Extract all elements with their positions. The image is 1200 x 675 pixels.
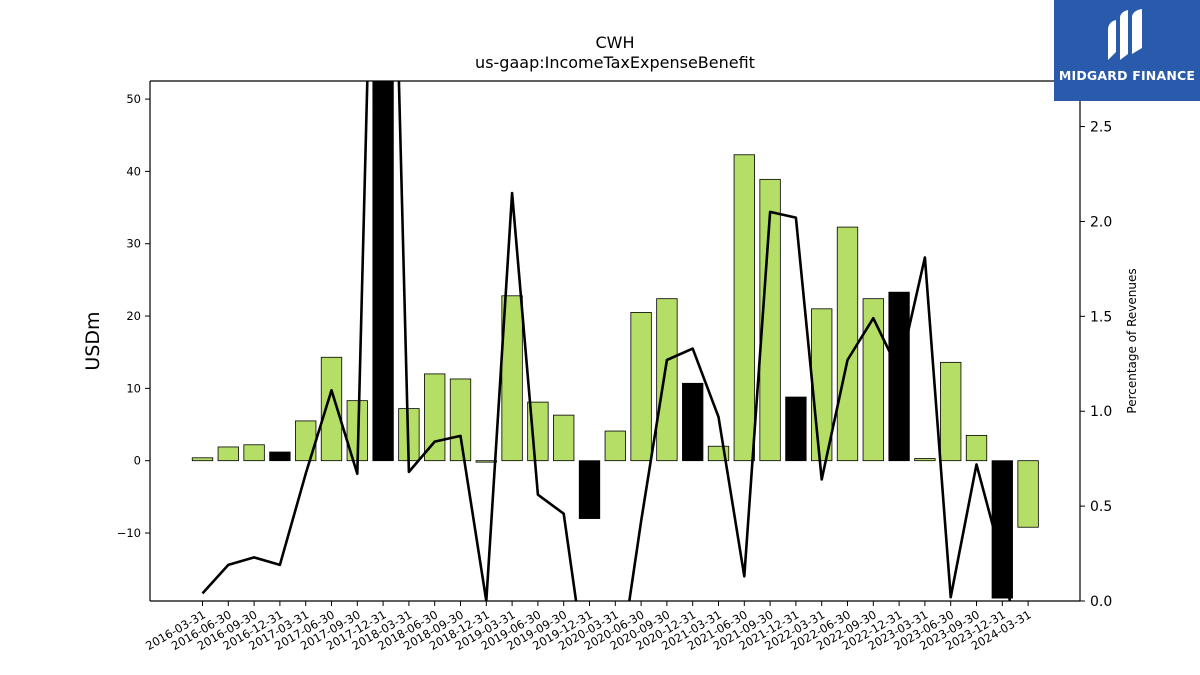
y2-tick-label: 1.5 — [1090, 309, 1112, 325]
logo: MIDGARD FINANCE — [1054, 0, 1200, 101]
y-tick-label: −10 — [117, 526, 141, 540]
bar-2019-12-31 — [578, 460, 601, 519]
bars-group — [191, 81, 1039, 599]
bar-2023-12-31 — [991, 460, 1013, 599]
bar-2022-06-30 — [836, 226, 859, 462]
bar-2024-03-31 — [1017, 460, 1039, 528]
y2-tick-label: 2.5 — [1090, 120, 1112, 136]
bar-2023-03-31 — [914, 458, 936, 462]
bar-2022-12-31 — [888, 291, 910, 462]
y2-tick-label: 2.0 — [1090, 214, 1112, 230]
bar-2016-06-30 — [217, 446, 239, 462]
bar-2020-09-30 — [656, 298, 678, 462]
y-tick-label: 30 — [126, 237, 141, 251]
y2-tick-label: 0.5 — [1090, 499, 1112, 515]
y2-axis-label: Percentage of Revenues — [1125, 268, 1139, 413]
y-tick-label: 40 — [126, 164, 141, 178]
y-tick-label: 0 — [134, 454, 141, 468]
bar-2019-09-30 — [553, 414, 575, 462]
bar-2022-03-31 — [811, 308, 833, 462]
bar-2018-09-30 — [449, 378, 472, 462]
y2-tick-label: 1.0 — [1090, 404, 1112, 420]
bar-2016-12-31 — [269, 451, 291, 462]
bar-2020-03-31 — [604, 430, 626, 462]
bar-2017-06-30 — [320, 356, 343, 462]
revenue-percentage-line — [201, 81, 1012, 601]
chart-subtitle: us-gaap:IncomeTaxExpenseBenefit — [475, 53, 755, 72]
bar-2020-12-31 — [682, 382, 704, 462]
axes-group: −10010203040500.00.51.01.52.02.52016-03-… — [117, 80, 1112, 653]
bar-2016-09-30 — [243, 444, 265, 462]
bar-2018-12-31 — [475, 460, 497, 463]
bar-2019-03-31 — [501, 295, 523, 462]
bar-2023-06-30 — [940, 361, 962, 462]
line-layer — [201, 81, 1012, 601]
bar-2018-06-30 — [424, 373, 446, 462]
y-tick-label: 20 — [126, 309, 141, 323]
bar-2017-12-31 — [372, 81, 394, 462]
logo-text: MIDGARD FINANCE — [1058, 68, 1196, 83]
midgard-logo-icon — [1108, 9, 1142, 60]
bar-2021-12-31 — [785, 396, 807, 462]
chart-title: CWH — [595, 33, 634, 52]
y-tick-label: 10 — [126, 381, 141, 395]
bar-2022-09-30 — [862, 298, 884, 462]
bar-2023-09-30 — [965, 434, 988, 462]
bar-2020-06-30 — [630, 312, 652, 462]
y-axis-label: USDm — [82, 311, 104, 370]
bar-2021-06-30 — [733, 154, 755, 462]
y-tick-label: 50 — [126, 92, 141, 106]
bar-2021-09-30 — [759, 178, 781, 462]
bar-2016-03-31 — [191, 457, 214, 462]
y2-tick-label: 0.0 — [1090, 594, 1112, 610]
